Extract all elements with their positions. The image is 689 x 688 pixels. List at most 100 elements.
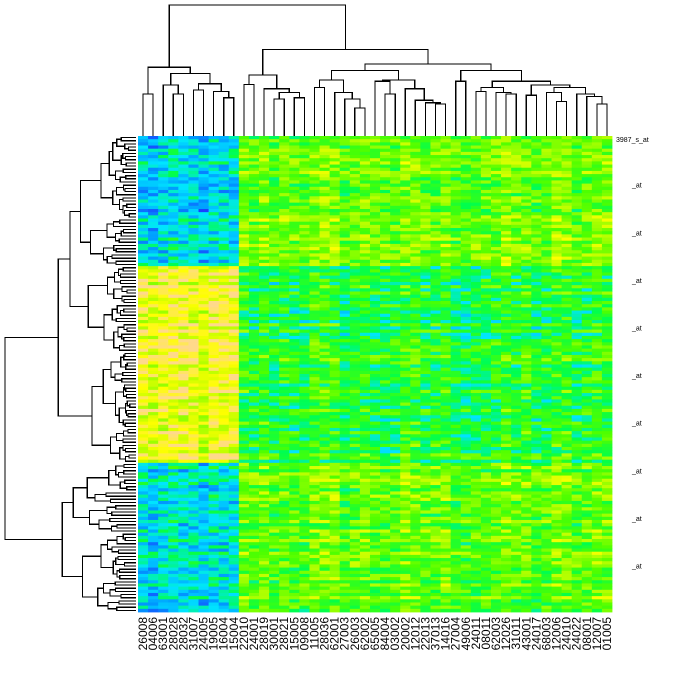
- heatmap-cell: [218, 202, 230, 207]
- heatmap-cell: [279, 412, 290, 416]
- heatmap-cell: [138, 418, 149, 422]
- heatmap-cell: [289, 281, 300, 286]
- heatmap-cell: [208, 389, 220, 394]
- heatmap-cell: [581, 170, 593, 175]
- heatmap-cell: [369, 297, 381, 302]
- heatmap-cell: [178, 408, 189, 413]
- heatmap-cell: [400, 440, 411, 445]
- heatmap-cell: [238, 361, 250, 365]
- heatmap-cell: [208, 456, 220, 461]
- heatmap-cell: [531, 418, 542, 422]
- heatmap-cell: [561, 399, 573, 403]
- heatmap-cell: [309, 158, 320, 162]
- heatmap-cell: [601, 183, 613, 188]
- heatmap-cell: [248, 358, 260, 362]
- heatmap-cell: [238, 186, 250, 191]
- heatmap-cell: [490, 281, 502, 286]
- heatmap-cell: [400, 224, 411, 229]
- heatmap-cell: [369, 418, 381, 422]
- heatmap-cell: [158, 307, 169, 311]
- heatmap-cell: [591, 383, 603, 388]
- heatmap-cell: [601, 243, 613, 248]
- heatmap-cell: [369, 170, 381, 175]
- heatmap-cell: [511, 167, 522, 172]
- heatmap-cell: [178, 453, 189, 457]
- heatmap-cell: [178, 234, 189, 238]
- heatmap-cell: [430, 450, 441, 454]
- heatmap-cell: [490, 224, 502, 229]
- heatmap-cell: [561, 335, 573, 340]
- heatmap-cell: [339, 266, 351, 270]
- heatmap-cell: [541, 399, 552, 403]
- heatmap-cell: [269, 440, 280, 445]
- heatmap-cell: [440, 228, 452, 232]
- heatmap-cell: [390, 348, 401, 353]
- heatmap-cell: [561, 431, 573, 435]
- heatmap-cell: [430, 145, 441, 150]
- heatmap-cell: [460, 294, 472, 299]
- heatmap-cell: [269, 316, 280, 321]
- heatmap-cell: [390, 275, 401, 280]
- heatmap-cell: [410, 183, 421, 188]
- heatmap-cell: [148, 301, 159, 305]
- heatmap-cell: [521, 208, 532, 213]
- heatmap-cell: [208, 342, 220, 346]
- heatmap-cell: [248, 139, 260, 143]
- heatmap-cell: [400, 189, 411, 194]
- heatmap-cell: [601, 275, 613, 280]
- heatmap-cell: [178, 307, 189, 311]
- heatmap-cell: [430, 262, 441, 267]
- heatmap-cell: [289, 370, 300, 375]
- heatmap-cell: [299, 364, 310, 369]
- heatmap-cell: [380, 142, 391, 146]
- heatmap-cell: [148, 364, 159, 369]
- heatmap-cell: [541, 177, 552, 181]
- heatmap-cell: [490, 301, 502, 305]
- heatmap-cell: [501, 177, 512, 181]
- heatmap-cell: [289, 367, 300, 372]
- heatmap-cell: [601, 424, 613, 429]
- row-dendrogram-branch: [109, 589, 122, 597]
- heatmap-cell: [470, 443, 482, 448]
- heatmap-cell: [349, 294, 361, 299]
- heatmap-cell: [581, 142, 593, 146]
- heatmap-cell: [531, 351, 542, 356]
- heatmap-cell: [309, 275, 320, 280]
- heatmap-cell: [248, 221, 260, 226]
- heatmap-cell: [511, 193, 522, 197]
- heatmap-cell: [158, 262, 169, 267]
- heatmap-cell: [490, 272, 502, 277]
- heatmap-cell: [228, 335, 240, 340]
- heatmap-cell: [259, 342, 270, 346]
- heatmap-cell: [148, 405, 159, 410]
- row-dendrogram-branch: [115, 248, 136, 253]
- heatmap-cell: [440, 342, 452, 346]
- heatmap-cell: [551, 142, 562, 146]
- heatmap-cell: [178, 389, 189, 394]
- heatmap-cell: [480, 199, 492, 204]
- heatmap-cell: [148, 148, 159, 153]
- heatmap-cell: [490, 196, 502, 200]
- heatmap-cell: [450, 307, 462, 311]
- heatmap-cell: [259, 180, 270, 184]
- heatmap-cell: [561, 151, 573, 156]
- heatmap-cell: [541, 272, 552, 277]
- heatmap-cell: [480, 136, 492, 140]
- heatmap-cell: [470, 142, 482, 146]
- heatmap-cell: [591, 313, 603, 318]
- heatmap-cell: [218, 145, 230, 150]
- heatmap-cell: [259, 170, 270, 175]
- heatmap-cell: [420, 186, 431, 191]
- heatmap-cell: [430, 183, 441, 188]
- heatmap-cell: [218, 316, 230, 321]
- heatmap-cell: [309, 237, 320, 242]
- heatmap-cell: [430, 151, 441, 156]
- heatmap-cell: [319, 136, 331, 140]
- heatmap-cell: [561, 158, 573, 162]
- heatmap-cell: [339, 453, 351, 457]
- heatmap-cell: [279, 291, 290, 296]
- heatmap-cell: [289, 329, 300, 334]
- heatmap-cell: [470, 294, 482, 299]
- heatmap-cell: [218, 361, 230, 365]
- heatmap-cell: [541, 405, 552, 410]
